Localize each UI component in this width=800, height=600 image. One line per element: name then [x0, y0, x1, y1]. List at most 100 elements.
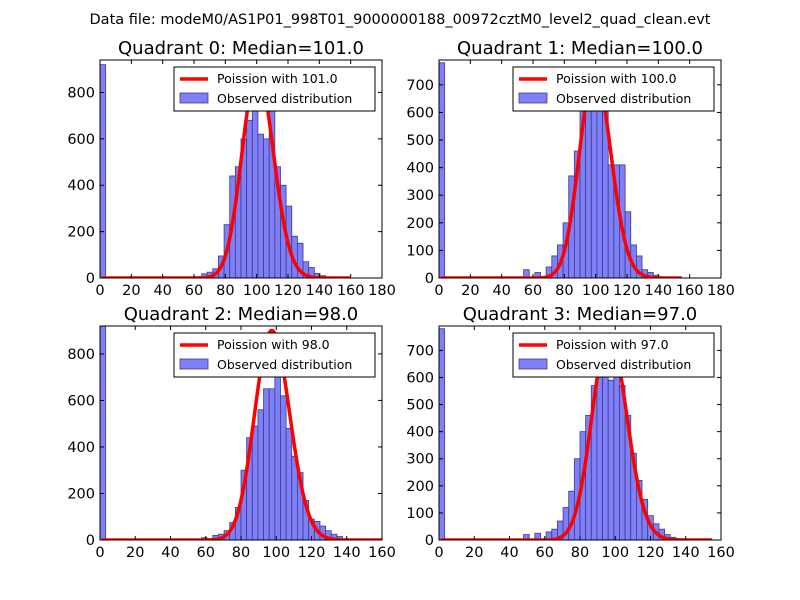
- y-tick-label: 400: [67, 178, 95, 194]
- subplot-quadrant-1: 0 20 40 60 80 100 120 140 160 1800100200300400500…: [406, 38, 735, 299]
- legend-label-poisson: Poission with 98.0: [217, 337, 330, 352]
- x-tick-label: 60: [185, 283, 203, 299]
- legend: Poission with 101.0 Observed distribution: [173, 66, 376, 112]
- x-tick-label: 20: [126, 545, 144, 561]
- poisson-curve: [440, 332, 713, 540]
- x-tick-label: 20: [122, 283, 140, 299]
- x-tick-label: 140: [644, 283, 672, 299]
- x-tick-label: 0: [95, 283, 104, 299]
- legend-label-observed: Observed distribution: [556, 91, 691, 106]
- subplot-quadrant-0: 0 20 40 60 80 100 120 140 160 180 0 200 400 600 800 Qua…: [67, 38, 396, 299]
- subplot-title: Quadrant 3: Median=97.0: [463, 304, 698, 325]
- legend: Poission with 100.0 Observed distribution: [512, 66, 715, 112]
- legend: Poission with 98.0 Observed distribution: [173, 332, 376, 378]
- poisson-curve: [440, 69, 683, 278]
- histogram-bar: [280, 395, 287, 540]
- x-tick-label: 80: [571, 545, 589, 561]
- x-tick-label: 60: [197, 545, 215, 561]
- x-tick-label: 60: [536, 545, 554, 561]
- x-tick-label: 0: [95, 545, 104, 561]
- x-tick-label: 120: [274, 283, 302, 299]
- legend-bar-swatch: [179, 358, 209, 370]
- histogram-bar: [268, 388, 276, 540]
- subplot-title: Quadrant 0: Median=101.0: [118, 38, 364, 59]
- x-tick-label: 20: [465, 545, 483, 561]
- histogram-bar: [263, 388, 270, 540]
- legend: Poission with 97.0 Observed distribution: [512, 332, 715, 378]
- x-tick-label: 160: [707, 545, 735, 561]
- y-tick-label: 200: [67, 225, 95, 241]
- histogram-bar: [100, 64, 107, 278]
- histogram-bars: [439, 62, 660, 278]
- x-tick-label: 40: [500, 545, 518, 561]
- poisson-curve: [101, 69, 351, 278]
- x-tick-label: 20: [461, 283, 479, 299]
- histogram-bars: [100, 326, 349, 540]
- x-tick-label: 120: [637, 545, 665, 561]
- x-tick-label: 40: [492, 283, 510, 299]
- histogram-bar: [439, 328, 446, 540]
- legend-label-poisson: Poission with 97.0: [556, 337, 669, 352]
- legend-box: [173, 66, 376, 112]
- y-tick-label: 600: [406, 370, 434, 386]
- histogram-bar: [439, 62, 446, 278]
- subplot-title: Quadrant 1: Median=100.0: [457, 38, 703, 59]
- x-tick-label: 160: [337, 283, 365, 299]
- y-tick-label: 0: [86, 533, 95, 549]
- x-tick-label: 160: [368, 545, 396, 561]
- histogram-bar: [308, 267, 315, 278]
- y-tick-label: 700: [406, 343, 434, 359]
- x-tick-label: 120: [298, 545, 326, 561]
- legend-bar-swatch: [179, 92, 209, 104]
- y-tick-label: 200: [406, 479, 434, 495]
- subplot-title: Quadrant 2: Median=98.0: [124, 304, 359, 325]
- histogram-bar: [596, 87, 603, 278]
- poisson-curve: [101, 328, 382, 540]
- histogram-bar: [607, 379, 615, 540]
- x-tick-label: 160: [676, 283, 704, 299]
- y-tick-label: 400: [67, 440, 95, 456]
- x-tick-label: 100: [601, 545, 629, 561]
- histogram-bar: [251, 425, 259, 540]
- x-tick-label: 140: [333, 545, 361, 561]
- y-tick-label: 800: [67, 85, 95, 101]
- legend-bar-swatch: [518, 92, 548, 104]
- legend-box: [512, 332, 715, 378]
- y-tick-label: 500: [406, 398, 434, 414]
- y-tick-label: 600: [67, 132, 95, 148]
- y-tick-label: 600: [406, 105, 434, 121]
- histogram-bar: [596, 374, 603, 540]
- y-tick-label: 300: [406, 452, 434, 468]
- y-tick-label: 0: [425, 271, 434, 287]
- x-tick-label: 60: [524, 283, 542, 299]
- y-tick-label: 800: [67, 347, 95, 363]
- y-tick-label: 100: [406, 506, 434, 522]
- y-tick-label: 500: [406, 133, 434, 149]
- y-tick-label: 400: [406, 425, 434, 441]
- y-tick-label: 400: [406, 161, 434, 177]
- histogram-bar: [263, 138, 270, 278]
- axes-frame: [438, 59, 722, 279]
- x-tick-label: 180: [368, 283, 396, 299]
- legend-bar-swatch: [518, 358, 548, 370]
- histogram-bar: [257, 133, 264, 278]
- histogram-bar: [257, 409, 264, 540]
- x-tick-label: 0: [434, 545, 443, 561]
- x-tick-label: 140: [305, 283, 333, 299]
- histogram-bar: [296, 242, 304, 278]
- legend-box: [512, 66, 715, 112]
- x-tick-label: 120: [613, 283, 641, 299]
- histogram-bar: [100, 326, 107, 540]
- histogram-bar: [274, 358, 281, 540]
- figure-suptitle: Data file: modeM0/AS1P01_998T01_90000001…: [90, 12, 711, 28]
- x-tick-label: 100: [582, 283, 610, 299]
- legend-label-poisson: Poission with 100.0: [556, 71, 677, 86]
- y-tick-label: 600: [67, 393, 95, 409]
- legend-label-observed: Observed distribution: [556, 357, 691, 372]
- legend-label-observed: Observed distribution: [217, 91, 352, 106]
- legend-label-observed: Observed distribution: [217, 357, 352, 372]
- legend-box: [173, 332, 376, 378]
- y-tick-label: 200: [406, 216, 434, 232]
- x-tick-label: 40: [153, 283, 171, 299]
